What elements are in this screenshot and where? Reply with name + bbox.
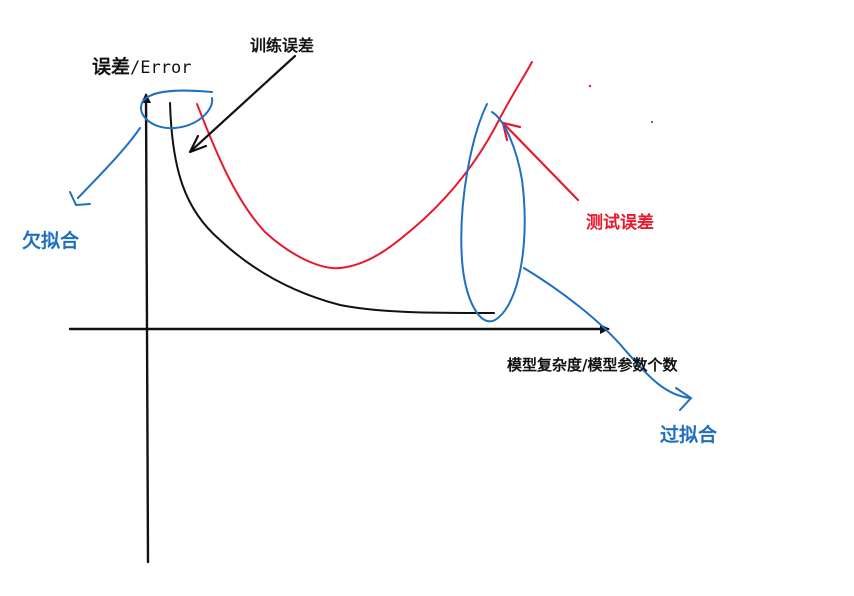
underfitting-pointer <box>77 127 141 199</box>
stray-dot <box>588 84 592 88</box>
overfitting-pointer <box>523 267 691 399</box>
underfitting-pointer-head-icon <box>69 191 91 207</box>
training-error-arrow-head-icon <box>188 134 208 154</box>
y-axis-label-bold: 误差 <box>92 56 131 78</box>
y-axis-label-plain: /Error <box>130 58 192 78</box>
stray-dot <box>651 121 653 123</box>
underfitting-label: 欠拟合 <box>22 230 80 252</box>
overfitting-pointer-head-icon <box>675 387 693 411</box>
test-error-arrow <box>503 123 580 202</box>
test-error-curve <box>196 61 533 270</box>
test-error-label: 测试误差 <box>586 213 654 233</box>
overfitting-loop <box>460 103 526 323</box>
underfitting-circle <box>140 89 214 130</box>
overfitting-label: 过拟合 <box>660 424 718 446</box>
training-error-label: 训练误差 <box>250 36 315 55</box>
training-error-arrow <box>190 54 297 152</box>
training-error-curve <box>169 102 495 314</box>
y-axis-label: 误差/Error <box>92 52 191 79</box>
x-axis-label: 模型复杂度/模型参数个数 <box>507 356 678 374</box>
